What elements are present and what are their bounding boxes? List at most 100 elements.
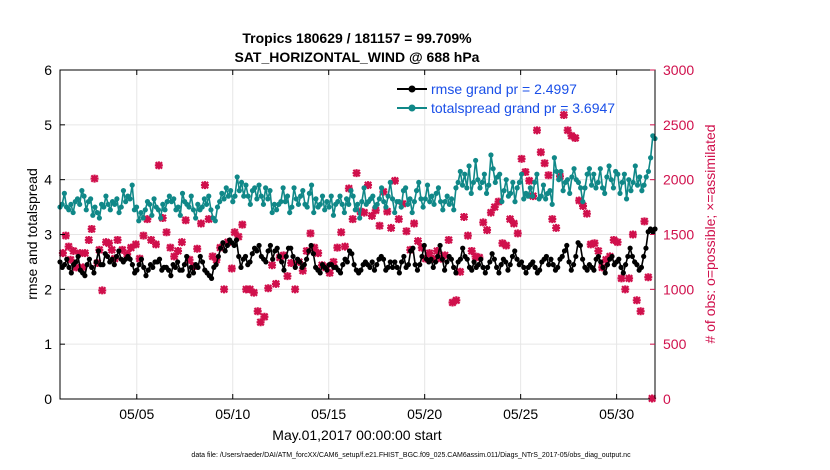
rmse-point-15: [91, 270, 97, 276]
obs-assimilated-point-85: [367, 211, 376, 220]
rmse-point-160: [419, 253, 425, 260]
rmse-point-166: [432, 259, 439, 265]
totalspread-point-4: [66, 207, 72, 213]
obs-assimilated-point-86: [371, 206, 380, 215]
obs-assimilated-point-138: [571, 133, 580, 142]
rmse-point-63: [199, 259, 206, 265]
obs-assimilated-point-118: [494, 197, 503, 206]
totalspread-point-155: [396, 199, 402, 205]
obs-assimilated-point-128: [532, 126, 541, 135]
totalspread-point-196: [486, 182, 492, 188]
totalspread-point-83: [238, 179, 245, 186]
totalspread-point-193: [479, 179, 485, 186]
rmse-point-228: [573, 253, 579, 260]
rmse-point-38: [143, 273, 149, 279]
totalspread-point-27: [116, 209, 122, 216]
rmse-point-31: [127, 256, 133, 262]
obs-assimilated-point-122: [509, 219, 518, 228]
x-tick-label-0: 05/05: [119, 406, 154, 422]
totalspread-point-180: [451, 207, 457, 213]
totalspread-point-204: [503, 177, 509, 183]
totalspread-point-38: [140, 215, 146, 221]
rmse-point-112: [310, 251, 316, 257]
totalspread-point-179: [448, 196, 455, 202]
rmse-point-71: [218, 245, 224, 251]
totalspread-point-222: [543, 196, 549, 202]
rmse-point-173: [448, 256, 454, 262]
obs-assimilated-point-157: [644, 273, 653, 282]
totalspread-point-30: [123, 199, 129, 205]
totalspread-point-1: [59, 201, 65, 207]
obs-assimilated-point-49: [230, 228, 239, 237]
obs-assimilated-point-111: [467, 246, 476, 255]
obs-assimilated-point-97: [413, 237, 422, 246]
totalspread-point-161: [409, 209, 415, 216]
totalspread-point-270: [648, 155, 654, 161]
totalspread-point-59: [186, 204, 192, 210]
totalspread-point-227: [553, 168, 560, 175]
totalspread-point-211: [518, 171, 525, 177]
totalspread-point-235: [571, 166, 577, 172]
obs-assimilated-point-71: [314, 249, 323, 258]
totalspread-point-173: [435, 185, 442, 191]
rmse-point-96: [274, 245, 280, 251]
totalspread-point-218: [534, 171, 540, 177]
rmse-point-44: [156, 256, 163, 262]
rmse-point-4: [66, 264, 72, 270]
totalspread-point-103: [282, 199, 288, 205]
rmse-point-189: [484, 264, 491, 270]
obs-assimilated-point-1: [61, 231, 70, 240]
totalspread-point-8: [74, 196, 81, 202]
rmse-point-217: [548, 256, 554, 262]
totalspread-point-160: [407, 196, 413, 202]
totalspread-point-241: [584, 171, 590, 177]
rmse-point-25: [113, 253, 120, 260]
obs-assimilated-point-18: [110, 254, 119, 263]
rmse-point-215: [543, 253, 550, 260]
totalspread-point-167: [422, 196, 428, 202]
obs-assimilated-point-70: [310, 243, 319, 252]
totalspread-point-252: [608, 177, 614, 183]
totalspread-point-182: [455, 179, 461, 186]
totalspread-point-82: [236, 188, 242, 194]
rmse-point-130: [351, 262, 357, 268]
rmse-point-61: [195, 264, 201, 270]
rmse-point-238: [595, 253, 602, 260]
rmse-point-3: [64, 256, 70, 262]
rmse-point-78: [233, 237, 240, 243]
rmse-point-108: [301, 262, 307, 268]
totalspread-point-221: [540, 182, 547, 188]
chart-title-line2: SAT_HORIZONTAL_WIND @ 688 hPa: [235, 49, 480, 65]
rmse-point-73: [222, 248, 228, 254]
rmse-point-170: [442, 267, 448, 273]
rmse-point-178: [460, 245, 466, 251]
legend-rmse-marker: [408, 85, 416, 93]
totalspread-point-239: [580, 199, 586, 205]
totalspread-point-54: [175, 204, 181, 210]
totalspread-point-156: [398, 204, 404, 210]
obs-assimilated-point-25: [139, 231, 148, 240]
obs-assimilated-point-150: [617, 274, 626, 283]
obs-assimilated-point-31: [162, 228, 171, 237]
totalspread-point-71: [212, 218, 218, 224]
totalspread-point-14: [88, 196, 94, 202]
rmse-point-161: [421, 242, 427, 249]
obs-assimilated-point-131: [544, 171, 553, 180]
obs-assimilated-point-19: [113, 235, 122, 244]
rmse-point-241: [602, 270, 608, 276]
obs-assimilated-point-102: [433, 246, 442, 255]
x-axis-label: May.01,2017 00:00:00 start: [272, 427, 442, 443]
totalspread-point-171: [431, 201, 437, 207]
rmse-point-200: [509, 253, 516, 260]
rmse-point-169: [439, 256, 445, 262]
obs-assimilated-point-126: [525, 176, 534, 185]
totalspread-point-203: [501, 188, 507, 194]
rmse-point-255: [634, 262, 640, 268]
totalspread-point-232: [564, 177, 571, 183]
totalspread-point-164: [416, 179, 422, 186]
rmse-point-183: [471, 259, 477, 265]
totalspread-point-138: [359, 199, 365, 205]
totalspread-point-52: [171, 196, 177, 202]
totalspread-point-177: [444, 193, 450, 199]
totalspread-point-262: [630, 179, 636, 186]
